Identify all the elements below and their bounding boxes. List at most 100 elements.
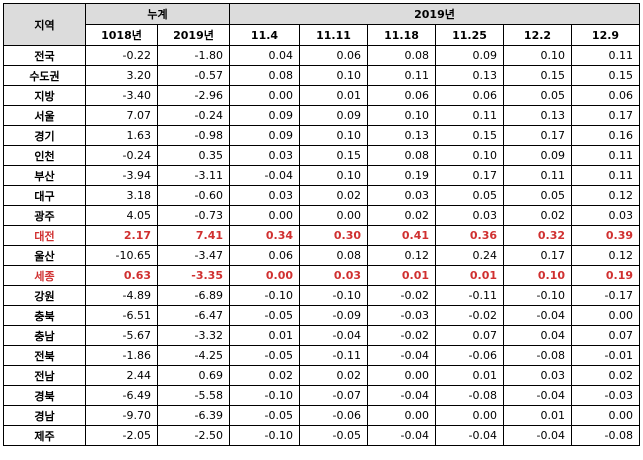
weekly-value-cell: 0.17 [503,245,572,266]
table-row: 울산 -10.65 -3.47 0.06 0.08 0.12 0.24 0.17 0.12 [3,245,640,266]
table-row: 경북 -6.49 -5.58 -0.10 -0.07 -0.04 -0.08 -0.04 -0.… [3,385,640,406]
weekly-value-cell: 0.03 [299,265,368,286]
cumulative-value-cell: -10.65 [85,245,158,266]
week-col-header: 11.11 [299,24,368,46]
cum-col-header: 1018년 [85,24,158,46]
weekly-value-cell: 0.11 [435,105,504,126]
weekly-value-cell: 0.08 [367,45,436,66]
table-row: 경남 -9.70 -6.39 -0.05 -0.06 0.00 0.00 0.01 0.00 [3,405,640,426]
weekly-value-cell: 0.02 [571,365,640,386]
weekly-value-cell: 0.11 [571,165,640,186]
weekly-value-cell: 0.36 [435,225,504,246]
table-row: 서울 7.07 -0.24 0.09 0.09 0.10 0.11 0.13 0.17 [3,105,640,126]
cum-col-header: 2019년 [157,24,230,46]
week-col-header: 11.4 [229,24,300,46]
cumulative-value-cell: -3.40 [85,85,158,106]
year-group-header: 2019년 [229,3,640,25]
region-cell: 서울 [3,105,86,126]
weekly-value-cell: 0.39 [571,225,640,246]
table-row: 전남 2.44 0.69 0.02 0.02 0.00 0.01 0.03 0.02 [3,365,640,386]
region-cell: 전북 [3,345,86,366]
weekly-value-cell: 0.08 [367,145,436,166]
table-row: 부산 -3.94 -3.11 -0.04 0.10 0.19 0.17 0.11 0.11 [3,165,640,186]
cumulative-value-cell: -3.35 [157,265,230,286]
weekly-value-cell: 0.17 [571,105,640,126]
weekly-value-cell: 0.19 [571,265,640,286]
cumulative-value-cell: -3.94 [85,165,158,186]
weekly-value-cell: -0.04 [367,385,436,406]
weekly-value-cell: -0.02 [367,285,436,306]
cumulative-value-cell: 0.69 [157,365,230,386]
weekly-value-cell: -0.03 [571,385,640,406]
region-cell: 전국 [3,45,86,66]
weekly-value-cell: 0.00 [299,205,368,226]
weekly-value-cell: 0.09 [229,125,300,146]
weekly-value-cell: 0.04 [229,45,300,66]
weekly-value-cell: 0.19 [367,165,436,186]
weekly-value-cell: 0.00 [229,205,300,226]
weekly-value-cell: 0.10 [299,125,368,146]
cumulative-value-cell: -9.70 [85,405,158,426]
weekly-value-cell: 0.34 [229,225,300,246]
weekly-value-cell: -0.08 [435,385,504,406]
price-change-table: 지역 누계 2019년 1018년 2019년 11.4 11.11 11.18… [3,3,640,446]
weekly-value-cell: 0.06 [435,85,504,106]
weekly-value-cell: 0.03 [503,365,572,386]
weekly-value-cell: 0.01 [229,325,300,346]
weekly-value-cell: 0.01 [435,265,504,286]
weekly-value-cell: -0.02 [435,305,504,326]
weekly-value-cell: 0.00 [435,405,504,426]
weekly-value-cell: -0.10 [299,285,368,306]
region-cell: 충북 [3,305,86,326]
region-cell: 대구 [3,185,86,206]
cumulative-value-cell: -5.58 [157,385,230,406]
weekly-value-cell: 0.17 [435,165,504,186]
region-cell: 광주 [3,205,86,226]
cumulative-value-cell: -2.05 [85,425,158,446]
region-cell: 전남 [3,365,86,386]
table-row: 전북 -1.86 -4.25 -0.05 -0.11 -0.04 -0.06 -0.08 -0.… [3,345,640,366]
weekly-value-cell: 0.30 [299,225,368,246]
weekly-value-cell: 0.11 [571,145,640,166]
table-row: 충북 -6.51 -6.47 -0.05 -0.09 -0.03 -0.02 -0.04 0.0… [3,305,640,326]
weekly-value-cell: 0.01 [435,365,504,386]
region-cell: 부산 [3,165,86,186]
table-row: 대구 3.18 -0.60 0.03 0.02 0.03 0.05 0.05 0.12 [3,185,640,206]
table-header: 지역 누계 2019년 1018년 2019년 11.4 11.11 11.18… [3,3,640,46]
region-cell: 지방 [3,85,86,106]
weekly-value-cell: 0.32 [503,225,572,246]
region-cell: 충남 [3,325,86,346]
cumulative-value-cell: -0.60 [157,185,230,206]
weekly-value-cell: 0.02 [503,205,572,226]
weekly-value-cell: 0.10 [503,265,572,286]
table-row: 전국 -0.22 -1.80 0.04 0.06 0.08 0.09 0.10 0.11 [3,45,640,66]
weekly-value-cell: 0.11 [503,165,572,186]
region-cell: 제주 [3,425,86,446]
cumulative-value-cell: -0.73 [157,205,230,226]
weekly-value-cell: 0.04 [503,325,572,346]
region-cell: 수도권 [3,65,86,86]
cumulative-value-cell: 7.07 [85,105,158,126]
weekly-value-cell: 0.00 [571,405,640,426]
weekly-value-cell: 0.03 [367,185,436,206]
weekly-value-cell: 0.00 [367,405,436,426]
weekly-value-cell: 0.09 [503,145,572,166]
region-cell: 경북 [3,385,86,406]
weekly-value-cell: 0.41 [367,225,436,246]
cumulative-value-cell: -2.50 [157,425,230,446]
weekly-value-cell: 0.05 [503,85,572,106]
weekly-value-cell: 0.07 [571,325,640,346]
cumulative-value-cell: -3.47 [157,245,230,266]
region-cell: 경남 [3,405,86,426]
weekly-value-cell: -0.08 [503,345,572,366]
cumulative-value-cell: 3.20 [85,65,158,86]
cumulative-value-cell: -6.49 [85,385,158,406]
cumulative-value-cell: 0.63 [85,265,158,286]
weekly-value-cell: -0.04 [299,325,368,346]
weekly-value-cell: 0.12 [571,245,640,266]
cumulative-value-cell: -6.39 [157,405,230,426]
cumulative-value-cell: 7.41 [157,225,230,246]
cumulative-value-cell: -0.24 [157,105,230,126]
weekly-value-cell: 0.00 [367,365,436,386]
weekly-value-cell: -0.06 [299,405,368,426]
